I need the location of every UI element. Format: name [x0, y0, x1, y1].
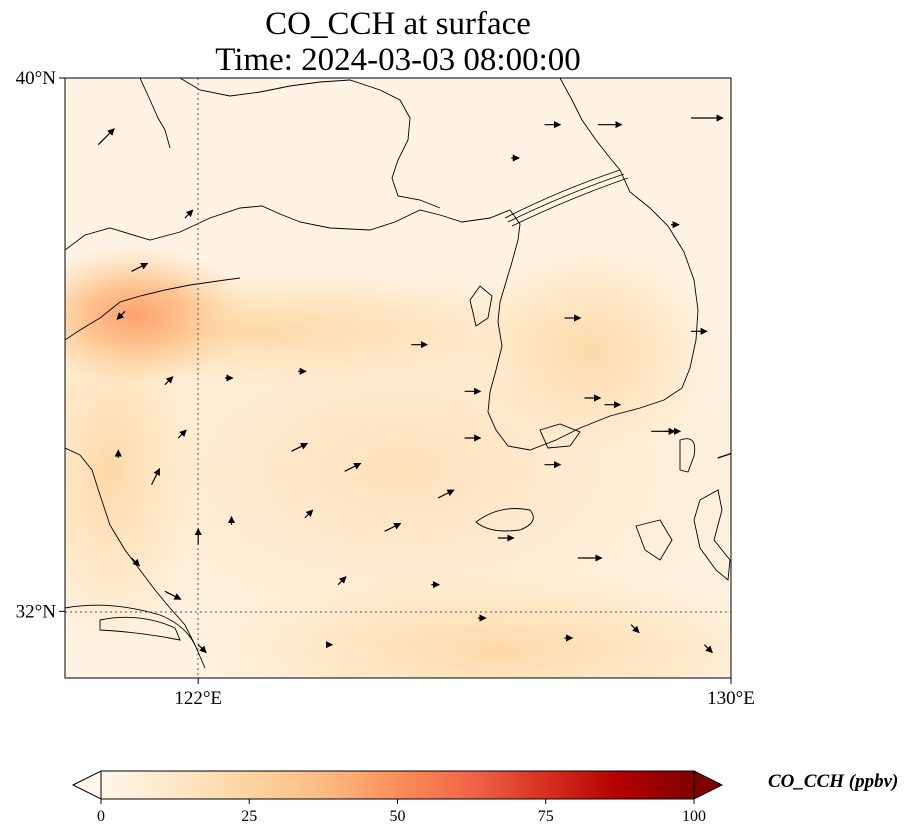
colorbar-tick-label: 50: [390, 808, 406, 825]
colorbar-tick-label: 0: [97, 808, 105, 825]
wind-arrow: [164, 376, 174, 386]
colorbar-label: CO_CCH (ppbv): [768, 771, 898, 792]
wind-arrow: [630, 624, 640, 634]
map-area: [65, 78, 731, 678]
wind-arrow: [116, 310, 126, 320]
wind-arrow: [131, 557, 141, 567]
lat-tick-label: 40°N: [16, 68, 57, 89]
wind-arrow: [703, 644, 713, 654]
wind-arrow: [151, 468, 161, 485]
latitude-ticks: 40°N 32°N: [16, 68, 65, 622]
wind-arrow: [717, 452, 731, 459]
colorbar-extend-max: [693, 770, 724, 800]
colorbar-tick-label: 25: [241, 808, 257, 825]
lon-tick-label: 122°E: [174, 688, 222, 709]
lon-tick-label: 130°E: [707, 688, 755, 709]
wind-arrow: [337, 576, 347, 586]
map-title-line-2: Time: 2024-03-03 08:00:00: [215, 42, 581, 78]
colorbar: 0 25 50 75 100 CO_CCH (ppbv): [71, 770, 898, 825]
wind-arrow: [177, 429, 187, 439]
wind-arrow: [437, 489, 455, 499]
colorbar-gradient: [100, 770, 695, 800]
wind-arrow: [291, 442, 309, 452]
map-title-line-1: CO_CCH at surface: [265, 6, 531, 42]
wind-arrow: [384, 522, 402, 532]
wind-arrow: [197, 644, 207, 654]
wind-arrow: [164, 590, 182, 600]
colorbar-ticks: 0 25 50 75 100: [97, 799, 706, 825]
colorbar-tick-label: 75: [538, 808, 554, 825]
colorbar-extend-min: [71, 770, 102, 800]
map-frame: [64, 77, 732, 679]
concentration-band-south: [180, 570, 731, 678]
concentration-korea: [460, 240, 720, 460]
wind-arrow: [304, 509, 314, 519]
wind-arrow: [184, 209, 194, 219]
wind-arrow: [344, 462, 362, 472]
lat-tick-label: 32°N: [16, 601, 57, 622]
concentration-hotspot: [65, 245, 250, 385]
longitude-ticks: 122°E 130°E: [174, 678, 755, 709]
wind-vectors: [97, 114, 731, 654]
colorbar-tick-label: 100: [682, 808, 706, 825]
wind-arrow: [131, 262, 149, 272]
wind-arrow: [97, 128, 115, 146]
